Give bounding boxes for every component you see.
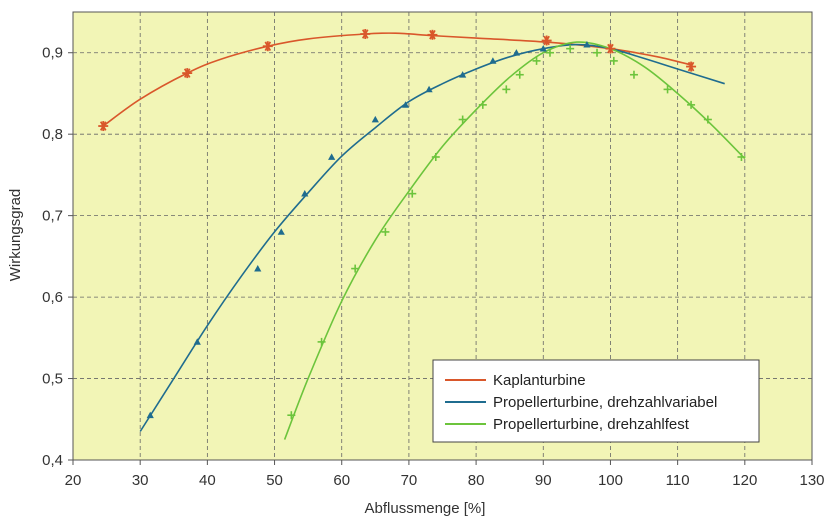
data-point-propeller-variable <box>489 57 497 64</box>
legend-label-kaplan: Kaplanturbine <box>493 372 586 389</box>
data-point-kaplan <box>262 41 273 52</box>
data-point-propeller-fixed <box>593 48 602 57</box>
data-point-propeller-fixed <box>629 70 638 79</box>
y-tick-label: 0,4 <box>42 452 63 469</box>
data-point-propeller-fixed <box>703 115 712 124</box>
data-point-propeller-fixed <box>458 115 467 124</box>
data-point-propeller-fixed <box>566 44 575 53</box>
data-point-propeller-fixed <box>737 152 746 161</box>
x-tick-label: 80 <box>468 472 485 489</box>
data-point-kaplan <box>427 29 438 40</box>
data-point-kaplan <box>98 121 109 132</box>
data-point-propeller-fixed <box>351 264 360 273</box>
data-point-propeller-variable <box>193 338 201 345</box>
series-line-propeller-fixed <box>283 41 746 440</box>
legend-label-propeller-variable: Propellerturbine, drehzahlvariabel <box>493 394 717 411</box>
y-tick-label: 0,9 <box>42 45 63 62</box>
x-tick-label: 130 <box>799 472 824 489</box>
data-point-propeller-fixed <box>663 85 672 94</box>
legend-box <box>432 359 760 443</box>
y-tick-label: 0,5 <box>42 371 63 388</box>
data-point-kaplan <box>686 61 697 72</box>
data-point-propeller-fixed <box>502 85 511 94</box>
x-tick-label: 60 <box>333 472 350 489</box>
data-point-propeller-fixed <box>317 337 326 346</box>
x-tick-label: 90 <box>535 472 552 489</box>
x-tick-label: 20 <box>65 472 82 489</box>
data-point-propeller-variable <box>146 411 154 419</box>
series-markers <box>98 28 746 420</box>
data-point-propeller-variable <box>459 71 467 78</box>
legend-label-propeller-fixed: Propellerturbine, drehzahlfest <box>493 416 690 433</box>
data-point-propeller-variable <box>583 40 591 48</box>
data-point-propeller-variable <box>401 101 410 108</box>
data-point-propeller-fixed <box>478 100 487 109</box>
data-point-kaplan <box>182 68 193 79</box>
data-point-propeller-fixed <box>687 100 696 109</box>
data-point-propeller-fixed <box>532 56 541 65</box>
x-tick-label: 100 <box>598 472 623 489</box>
data-point-kaplan <box>605 43 616 54</box>
x-tick-label: 70 <box>401 472 418 489</box>
x-tick-label: 30 <box>132 472 149 489</box>
y-axis-label: Wirkungsgrad <box>7 189 24 282</box>
data-point-kaplan <box>360 28 371 39</box>
data-point-propeller-fixed <box>287 411 296 420</box>
x-axis-label: Abflussmenge [%] <box>365 500 486 517</box>
data-point-propeller-variable <box>425 85 433 93</box>
data-point-propeller-variable <box>371 115 379 123</box>
y-tick-label: 0,7 <box>42 208 63 225</box>
data-point-propeller-fixed <box>545 48 554 57</box>
data-point-propeller-fixed <box>381 227 390 236</box>
data-point-propeller-variable <box>512 49 520 56</box>
x-tick-label: 50 <box>266 472 283 489</box>
data-point-kaplan <box>541 35 552 46</box>
axis-ticks: 20 30 40 50 60 70 80 90 100 110 120 130 0,4 0,5 0,6 0,7… <box>42 45 824 489</box>
x-tick-label: 40 <box>199 472 216 489</box>
y-tick-label: 0,8 <box>42 126 63 143</box>
data-point-propeller-fixed <box>408 189 417 198</box>
data-point-propeller-variable <box>301 190 309 197</box>
x-tick-label: 110 <box>666 472 690 489</box>
data-point-propeller-fixed <box>515 70 524 79</box>
x-tick-label: 120 <box>732 472 757 489</box>
data-point-propeller-fixed <box>431 152 440 161</box>
data-point-propeller-variable <box>254 264 262 272</box>
data-point-propeller-fixed <box>609 56 618 65</box>
data-point-propeller-variable <box>277 228 285 235</box>
legend: Kaplanturbine Propellerturbine, drehzahl… <box>432 359 760 443</box>
data-point-propeller-variable <box>539 45 547 52</box>
data-point-propeller-variable <box>328 153 336 160</box>
y-tick-label: 0,6 <box>42 289 63 306</box>
